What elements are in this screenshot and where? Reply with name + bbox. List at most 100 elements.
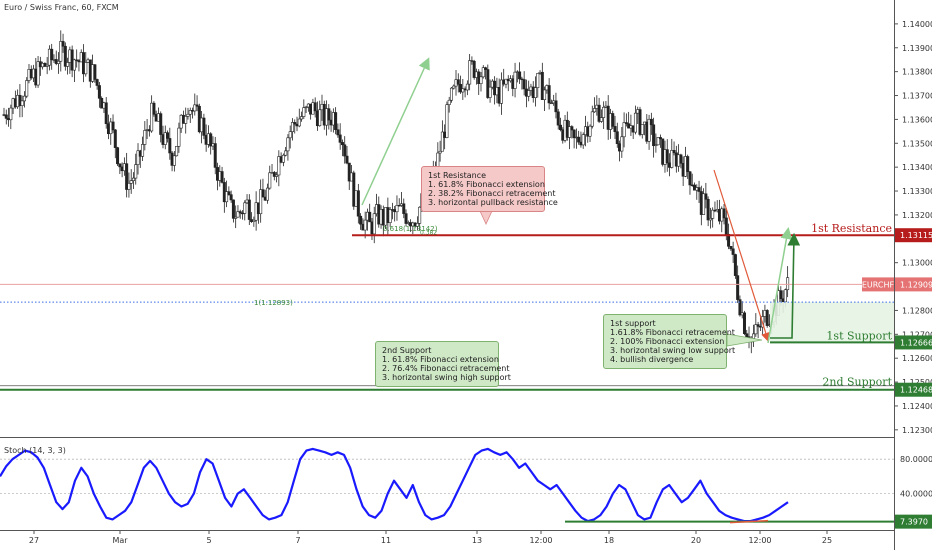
candle-down xyxy=(522,79,526,90)
candle-up xyxy=(534,87,538,99)
chart-title: Euro / Swiss Franc, 60, FXCM xyxy=(4,3,119,12)
candle-down xyxy=(638,109,642,135)
resistance-badge xyxy=(895,228,932,243)
candle-up xyxy=(186,113,190,117)
candle-down xyxy=(152,102,156,115)
candle-down xyxy=(327,108,331,121)
annotation-1st-support: 1st support 1.61.8% Fibonacci retracemen… xyxy=(603,314,735,369)
candle-up xyxy=(449,87,453,101)
candle-up xyxy=(452,85,456,89)
candle-down xyxy=(209,133,213,147)
candle-up xyxy=(150,102,154,132)
candle-down xyxy=(540,71,544,100)
candle-down xyxy=(202,117,206,136)
candle-up xyxy=(286,137,290,152)
candle-up xyxy=(468,60,472,85)
candle-down xyxy=(731,248,735,255)
res-box-line: 2. 38.2% Fibonacci retracement xyxy=(428,189,556,198)
candle-down xyxy=(261,189,265,198)
fib-res-label: 0.618(1.13142) xyxy=(383,225,438,233)
candle-down xyxy=(672,150,676,154)
candle-up xyxy=(438,150,442,154)
candle-down xyxy=(736,275,740,300)
sup1-box-pointer xyxy=(726,333,763,347)
candle-down xyxy=(368,211,372,223)
candle-down xyxy=(111,121,115,131)
price-axis[interactable]: 1.14000 1.13900 1.13800 1.13700 1.13600 1.135… xyxy=(862,0,932,550)
candle-up xyxy=(136,150,140,165)
res-box-line: 3. horizontal pullback resistance xyxy=(428,198,558,207)
candle-down xyxy=(779,290,783,300)
price-tick-label: 1.12400 xyxy=(902,402,932,411)
candle-down xyxy=(159,113,163,135)
candle-down xyxy=(472,60,476,78)
candle-down xyxy=(404,213,408,224)
price-axis-bg xyxy=(894,0,932,550)
candle-up xyxy=(620,136,624,152)
candle-up xyxy=(418,206,422,224)
candle-up xyxy=(252,219,256,222)
candle-down xyxy=(113,129,117,148)
support2-label: 2nd Support xyxy=(822,376,892,389)
candle-down xyxy=(765,310,769,326)
candle-up xyxy=(640,124,644,135)
candle-up xyxy=(236,211,240,218)
candle-up xyxy=(57,60,61,64)
candle-down xyxy=(556,111,560,126)
res-box-pointer xyxy=(479,210,493,225)
candle-down xyxy=(484,67,488,70)
candle-down xyxy=(4,114,8,119)
price-tick-label: 1.13400 xyxy=(902,163,932,172)
candle-up xyxy=(754,324,758,335)
sup1-box-line: 1.61.8% Fibonacci retracement xyxy=(610,328,735,337)
candle-up xyxy=(304,106,308,109)
candle-down xyxy=(313,102,317,112)
candle-up xyxy=(72,59,76,71)
candle-up xyxy=(45,64,49,67)
time-tick-label: 11 xyxy=(381,536,391,545)
candle-down xyxy=(456,79,460,85)
candle-down xyxy=(334,112,338,130)
sup1-box-line: 2. 100% Fibonacci extension xyxy=(610,337,725,346)
candle-down xyxy=(704,193,708,200)
oscillator-title: Stoch (14, 3, 3) xyxy=(4,446,66,455)
candle-up xyxy=(66,62,70,67)
candle-down xyxy=(577,136,581,143)
candle-up xyxy=(277,156,281,176)
candle-up xyxy=(447,99,451,105)
osc-level-text: 7.3970 xyxy=(900,518,928,527)
time-tick-label: 18 xyxy=(604,536,614,545)
candle-down xyxy=(738,299,742,316)
price-tick-label: 1.12600 xyxy=(902,354,932,363)
time-tick-label: 7 xyxy=(295,536,300,545)
candle-down xyxy=(116,147,120,165)
osc-tick-label: 80.0000 xyxy=(900,455,932,464)
price-tick-label: 1.13500 xyxy=(902,139,932,148)
candle-down xyxy=(213,143,217,168)
candle-up xyxy=(440,131,444,152)
candle-up xyxy=(131,177,135,181)
candle-up xyxy=(259,189,263,215)
candle-down xyxy=(43,63,47,67)
candle-up xyxy=(388,209,392,223)
candle-up xyxy=(234,216,238,219)
candle-down xyxy=(686,156,690,173)
candle-down xyxy=(742,312,746,334)
candle-down xyxy=(733,254,737,276)
candle-up xyxy=(268,172,272,189)
candle-down xyxy=(195,104,199,107)
candle-up xyxy=(581,134,585,146)
price-tick-label: 1.13200 xyxy=(902,211,932,220)
candle-up xyxy=(536,73,540,88)
candle-down xyxy=(572,129,576,139)
candle-up xyxy=(622,122,626,138)
candle-up xyxy=(372,213,376,235)
sup2-box-line: 1. 61.8% Fibonacci extension xyxy=(382,355,499,364)
support-zone xyxy=(770,302,894,343)
drop-arrow xyxy=(713,169,771,343)
candle-down xyxy=(697,187,701,192)
candle-down xyxy=(706,199,710,221)
candle-down xyxy=(597,104,601,122)
time-tick-label: 12:00 xyxy=(529,536,552,545)
time-axis[interactable]: 27 Mar 5 7 11 13 12:00 18 20 12:00 25 xyxy=(29,530,832,545)
